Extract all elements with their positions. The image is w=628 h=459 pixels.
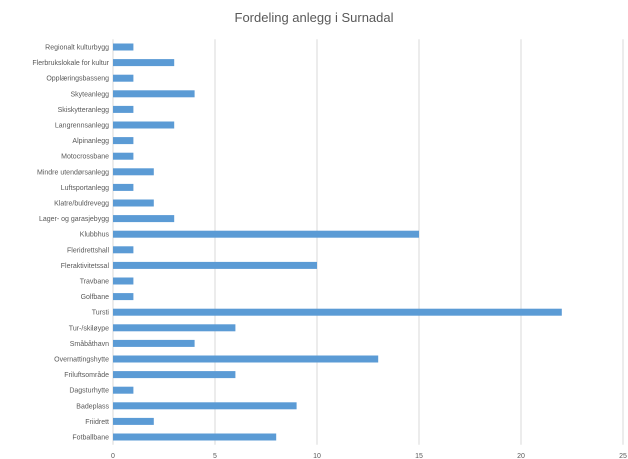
bar xyxy=(113,199,154,207)
bar xyxy=(113,59,175,67)
category-label: Lager- og garasjebygg xyxy=(39,216,109,223)
category-label: Klubbhus xyxy=(80,232,110,239)
bar xyxy=(113,417,154,425)
bar xyxy=(113,324,236,332)
bar xyxy=(113,152,134,160)
category-label: Golfbane xyxy=(81,294,110,301)
category-label: Skiskytteranlegg xyxy=(58,107,109,114)
chart-title: Fordeling anlegg i Surnadal xyxy=(234,10,394,25)
x-tick-label-2: 10 xyxy=(313,453,321,459)
x-tick-label-1: 5 xyxy=(213,453,217,459)
category-label: Overnattingshytte xyxy=(54,357,109,364)
bar xyxy=(113,293,134,301)
category-label: Langrennsanlegg xyxy=(55,123,109,130)
bar xyxy=(113,230,419,238)
bar xyxy=(113,168,154,176)
category-label: Flerbrukslokale for kultur xyxy=(32,60,109,67)
x-tick-label-0: 0 xyxy=(111,453,115,459)
bar xyxy=(113,246,134,254)
bar xyxy=(113,137,134,145)
bar xyxy=(113,339,195,347)
category-label: Fleridrettshall xyxy=(67,247,109,254)
x-tick-label-4: 20 xyxy=(517,453,525,459)
category-label: Travbane xyxy=(80,279,109,286)
category-label: Luftsportanlegg xyxy=(61,185,109,192)
category-label: Opplæringsbasseng xyxy=(46,76,109,83)
bar xyxy=(113,105,134,113)
bar xyxy=(113,277,134,285)
bar xyxy=(113,355,379,363)
category-label: Klatre/buldrevegg xyxy=(54,201,109,208)
bar xyxy=(113,308,562,316)
bar xyxy=(113,90,195,98)
bar xyxy=(113,183,134,191)
bar xyxy=(113,121,175,129)
category-label: Tursti xyxy=(92,310,110,317)
bar xyxy=(113,261,317,269)
bar xyxy=(113,402,297,410)
bar xyxy=(113,43,134,51)
category-label: Friluftsområde xyxy=(64,371,109,379)
bar xyxy=(113,215,175,223)
category-label: Badeplass xyxy=(76,403,109,410)
category-label: Mindre utendørsanlegg xyxy=(37,169,109,176)
category-label: Regionalt kulturbygg xyxy=(45,45,109,52)
category-label: Skyteanlegg xyxy=(70,91,109,98)
bar xyxy=(113,433,277,441)
bar xyxy=(113,74,134,82)
x-tick-label-3: 15 xyxy=(415,453,423,459)
x-tick-label-5: 25 xyxy=(619,453,627,459)
category-label: Fleraktivitetssal xyxy=(61,263,110,270)
category-label: Fotballbane xyxy=(72,435,109,442)
category-label: Motocrossbane xyxy=(61,154,109,161)
bar xyxy=(113,386,134,394)
category-label: Friidrett xyxy=(85,419,109,426)
category-label: Alpinanlegg xyxy=(72,138,109,145)
category-label: Småbåthavn xyxy=(70,340,109,348)
category-label: Tur-/skiløype xyxy=(69,325,109,332)
category-label: Dagsturhytte xyxy=(69,388,109,395)
bar xyxy=(113,371,236,379)
